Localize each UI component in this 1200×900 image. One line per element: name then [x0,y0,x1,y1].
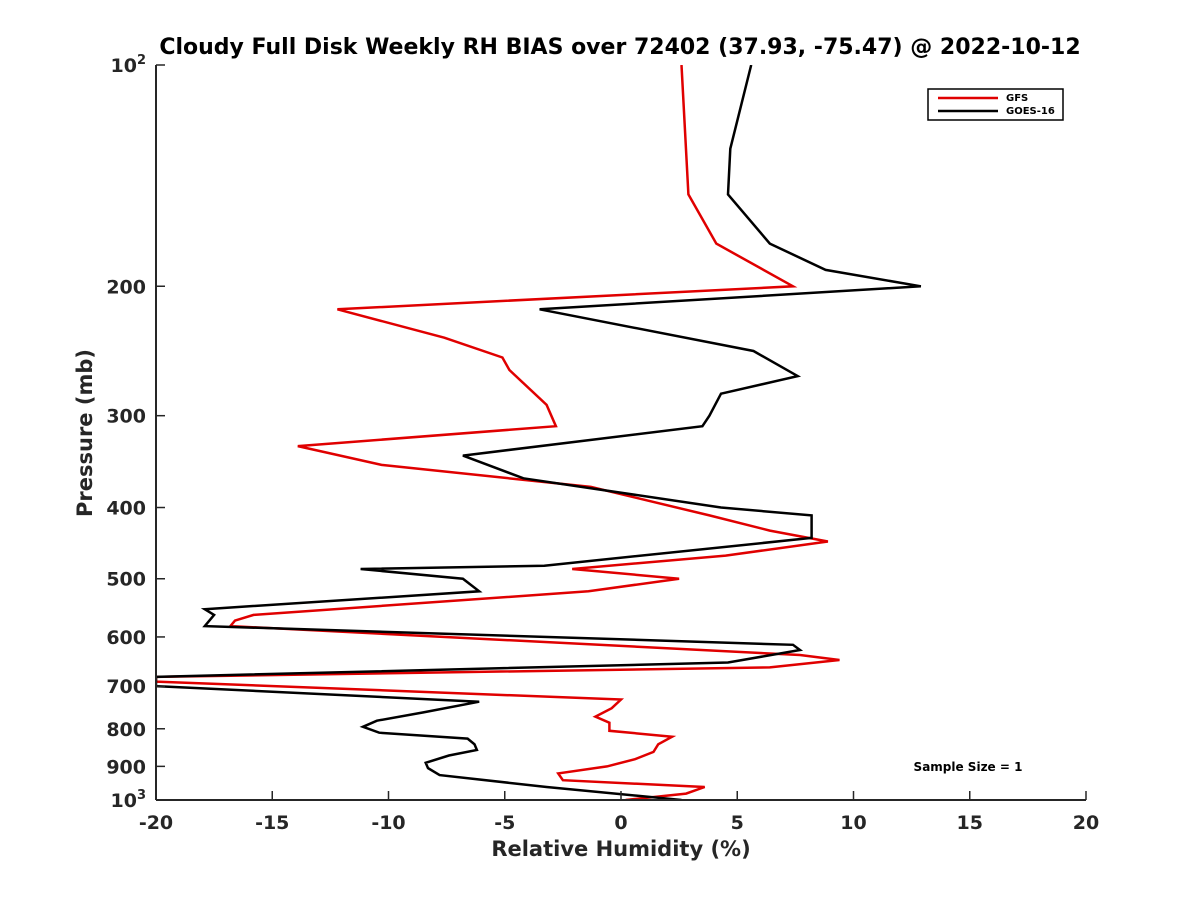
x-tick-label: 20 [1073,812,1099,834]
y-ticks: 102 200 300 400 500 600 700 800 900 103 [106,53,165,812]
y-tick-label: 103 [111,788,147,812]
x-tick-label: 15 [957,812,983,834]
y-tick-label: 900 [106,756,146,778]
y-tick-label: 400 [106,498,146,520]
y-tick-label: 800 [106,719,146,741]
y-tick-label: 700 [106,676,146,698]
legend-label-gfs: GFS [1006,93,1028,104]
legend-label-goes16: GOES-16 [1006,106,1055,117]
x-tick-label: -5 [494,812,515,834]
y-tick-label: 600 [106,627,146,649]
series-line-goes16 [156,65,922,800]
x-tick-label: -20 [139,812,173,834]
y-axis-label: Pressure (mb) [73,349,97,517]
y-tick-label: 300 [106,406,146,428]
legend-box [927,88,1064,121]
x-tick-label: 10 [840,812,866,834]
x-tick-label: 0 [614,812,627,834]
sample-size-annotation: Sample Size = 1 [914,760,1023,774]
x-ticks: -20 -15 -10 -5 0 5 10 15 20 [139,791,1099,834]
plot-lines [156,65,922,800]
y-tick-label: 102 [111,53,147,77]
legend: GFS GOES-16 [927,88,1064,121]
x-axis-label: Relative Humidity (%) [491,837,750,861]
chart-title: Cloudy Full Disk Weekly RH BIAS over 724… [159,35,1080,60]
series-line-gfs [156,65,840,800]
x-tick-label: -10 [371,812,405,834]
x-tick-label: -15 [255,812,289,834]
x-tick-label: 5 [731,812,744,834]
y-tick-label: 500 [106,569,146,591]
y-tick-label: 200 [106,276,146,298]
